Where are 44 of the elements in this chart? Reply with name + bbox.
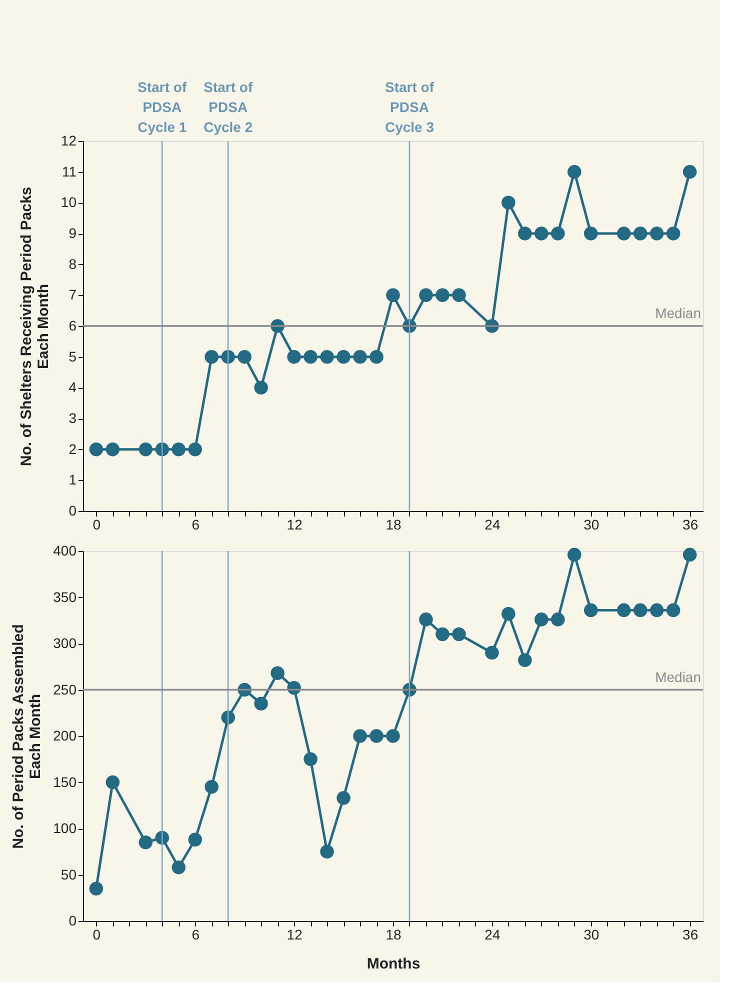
y-tick-label: 2	[68, 440, 77, 457]
ref-line-label: Start of PDSA Cycle 3	[384, 79, 434, 135]
x-tick-label: 12	[286, 516, 303, 532]
ref-line-label: Median	[655, 305, 701, 321]
y-tick-label: 11	[62, 163, 77, 180]
y-tick-label: 250	[53, 681, 77, 698]
y-tick-label: 50	[60, 866, 77, 882]
y-tick-label: 12	[60, 132, 77, 148]
ref-line-label: Start of PDSA Cycle 1	[138, 79, 187, 135]
y-tick-label: 4	[68, 379, 77, 396]
x-tick-label: 24	[484, 516, 500, 532]
y-tick-label: 300	[53, 635, 77, 651]
y-tick-label: 0	[68, 502, 77, 518]
y-tick-label: 3	[68, 410, 77, 426]
y-tick-label: 150	[53, 774, 77, 790]
x-tick-label: 18	[386, 926, 402, 942]
x-tick-label: 6	[192, 516, 200, 532]
x-tick-label: 0	[92, 926, 101, 942]
x-tick-label: 0	[92, 516, 101, 532]
x-tick-label: 18	[386, 516, 402, 532]
y-axis-title: No. of Period Packs Assembled Each Month	[10, 624, 44, 849]
y-axis-title: No. of Shelters Receiving Period Packs Each Month	[18, 186, 52, 466]
y-tick-label: 100	[53, 820, 77, 836]
x-tick-label: 36	[682, 926, 698, 942]
x-tick-label: 24	[484, 926, 500, 942]
x-tick-label: 30	[584, 516, 600, 532]
y-tick-label: 350	[53, 588, 77, 605]
y-tick-label: 400	[53, 542, 77, 558]
y-tick-label: 7	[68, 286, 77, 303]
x-tick-label: 6	[192, 926, 200, 942]
ref-line-label: Start of PDSA Cycle 2	[204, 79, 253, 135]
y-tick-label: 8	[68, 256, 77, 272]
y-tick-label: 6	[68, 318, 77, 334]
y-tick-label: 9	[68, 225, 77, 241]
x-tick-label: 30	[584, 926, 600, 942]
y-tick-label: 5	[68, 348, 77, 364]
x-tick-label: 12	[286, 926, 303, 942]
y-tick-label: 0	[68, 912, 77, 928]
x-axis-title: Months	[366, 956, 420, 972]
y-tick-label: 1	[68, 472, 77, 488]
x-tick-label: 36	[682, 516, 698, 532]
y-tick-label: 200	[53, 728, 77, 744]
y-tick-label: 10	[60, 194, 77, 210]
ref-line-label: Median	[655, 668, 701, 685]
